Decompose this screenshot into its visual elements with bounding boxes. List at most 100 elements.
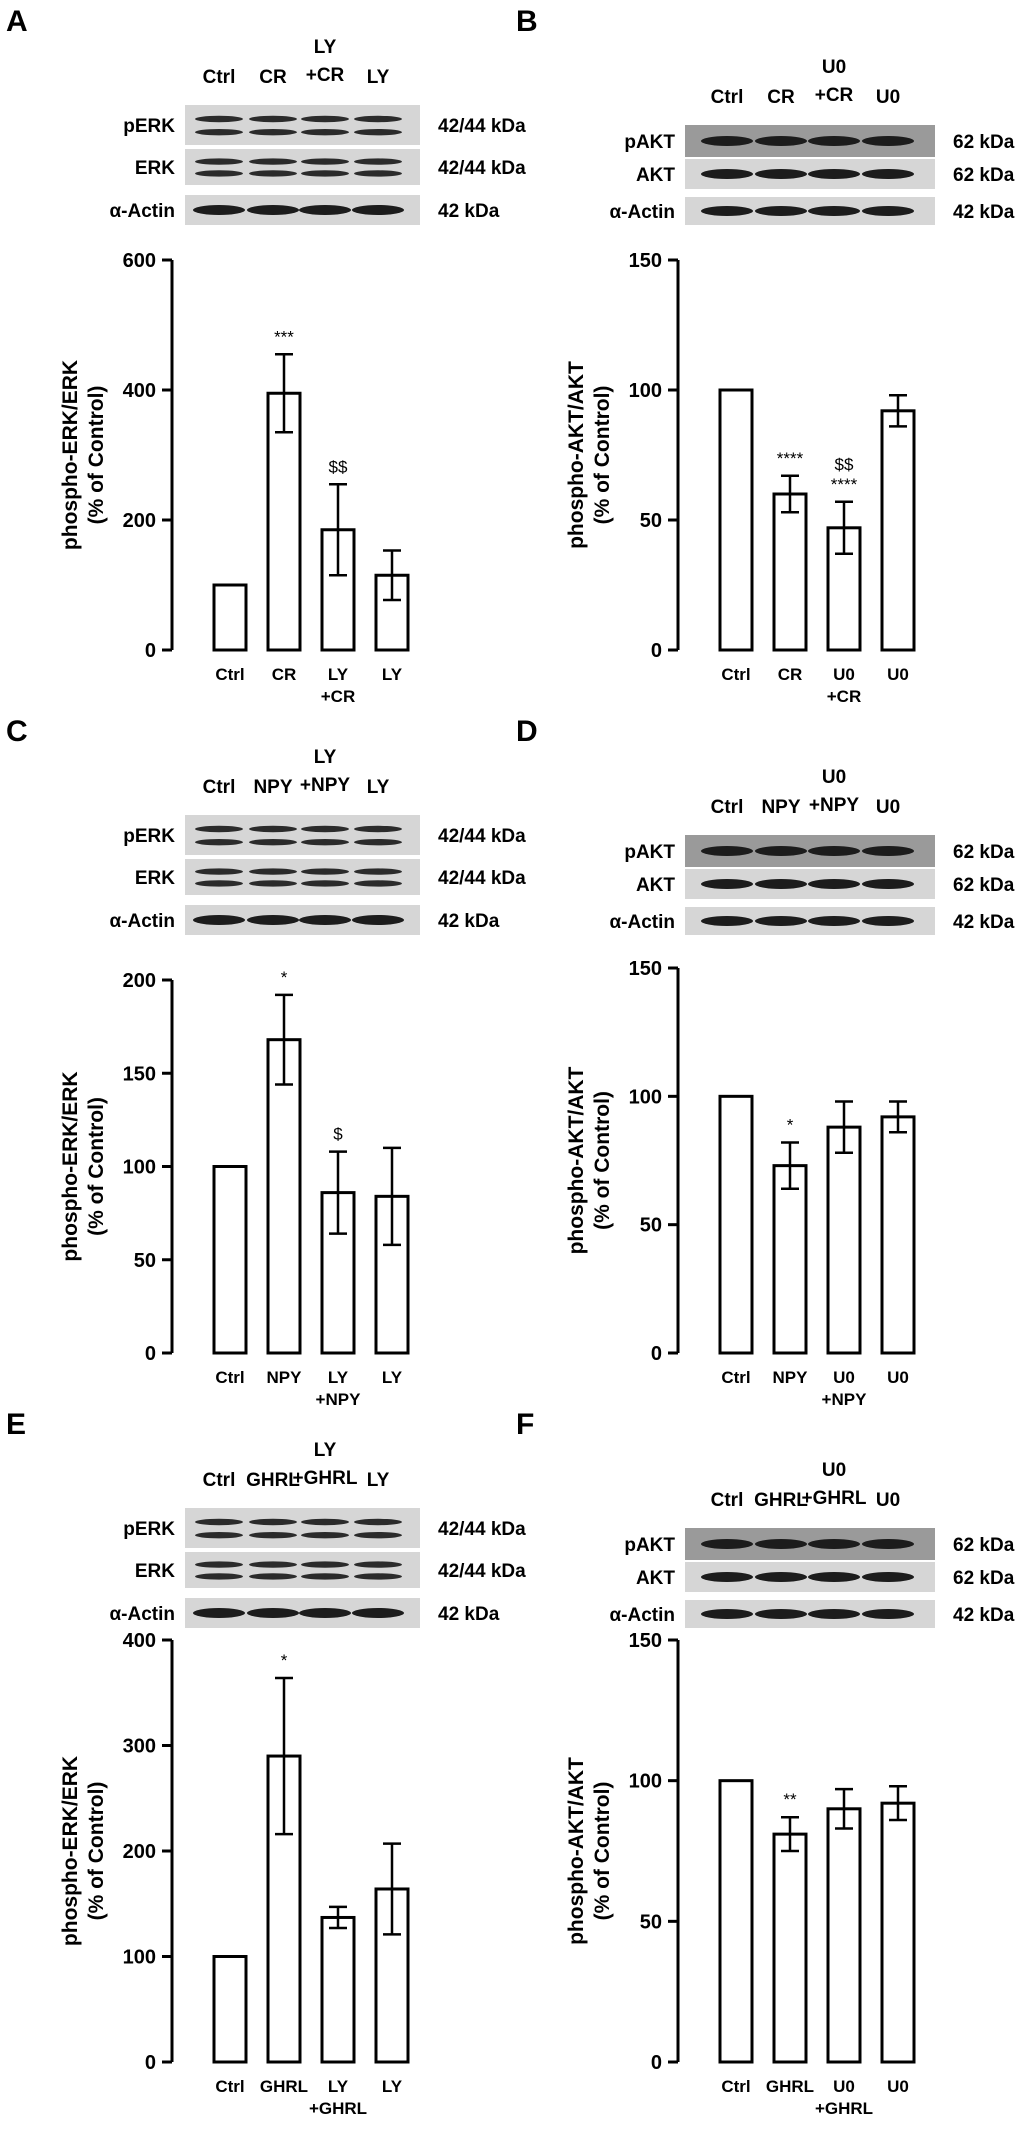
x-tick-label: LY	[328, 1368, 349, 1387]
y-tick-label: 100	[123, 1947, 156, 1969]
blot-strip	[185, 859, 420, 895]
panel-letter: C	[6, 715, 28, 748]
x-tick-label: +NPY	[822, 1390, 868, 1409]
blot-band	[862, 846, 914, 856]
blot-band	[755, 206, 807, 216]
panel-d: D Ctrl NPY U0 +NPY U0 pAKT 62 kDa AKT 62 kDa α-Act…	[516, 715, 1015, 935]
blot-band	[249, 880, 297, 887]
blot-band	[195, 129, 243, 136]
x-tick-label: U0	[887, 2077, 909, 2096]
blot-kda-label: 62 kDa	[953, 842, 1015, 863]
y-tick-label: 50	[640, 510, 662, 532]
blot-kda-label: 42/44 kDa	[438, 1519, 526, 1540]
blot-row-label: pERK	[123, 826, 175, 847]
blot-band	[301, 1518, 349, 1526]
x-tick-label: Ctrl	[721, 665, 750, 684]
y-axis-label: phospho-AKT/AKT	[565, 1066, 588, 1254]
x-tick-label: LY	[328, 2077, 349, 2096]
blot-band	[701, 136, 753, 146]
blot-band	[249, 825, 297, 833]
significance-label: $	[333, 1125, 343, 1144]
blot-band	[755, 1572, 807, 1582]
blot-band	[354, 825, 402, 833]
blot-kda-label: 42/44 kDa	[438, 158, 526, 179]
blot-kda-label: 42/44 kDa	[438, 116, 526, 137]
blot-band	[249, 115, 297, 123]
blot-band	[354, 880, 402, 887]
bar	[826, 1125, 862, 1355]
lane-label: +CR	[815, 85, 854, 106]
blot-band	[352, 915, 404, 925]
lane-label: Ctrl	[711, 797, 744, 818]
blot-row-label: AKT	[636, 1568, 675, 1589]
bar	[880, 409, 916, 652]
blot-band	[352, 205, 404, 215]
y-tick-label: 50	[640, 1215, 662, 1237]
y-tick-label: 0	[145, 2052, 156, 2074]
bar-chart-f: 0 50 100 150 phospho-AKT/AKT (% of Control) Ct…	[565, 1630, 916, 2118]
x-tick-label: U0	[887, 1368, 909, 1387]
x-tick-label: +GHRL	[309, 2099, 367, 2118]
blot-band	[301, 839, 349, 846]
blot-band	[862, 1609, 914, 1619]
panel-letter: A	[6, 5, 28, 38]
x-tick-label: U0	[833, 665, 855, 684]
blot-band	[755, 136, 807, 146]
blot-band	[862, 879, 914, 889]
blot-band	[354, 868, 402, 875]
blot-band	[701, 1539, 753, 1549]
blot-strip	[185, 105, 420, 145]
blot-row-label: α-Actin	[609, 202, 675, 223]
x-tick-label: LY	[328, 665, 349, 684]
blot-band	[193, 1608, 245, 1618]
lane-label: Ctrl	[711, 1490, 744, 1511]
blot-kda-label: 42 kDa	[953, 202, 1015, 223]
blot-band	[195, 1561, 243, 1568]
bar	[266, 391, 302, 652]
y-tick-label: 200	[123, 510, 156, 532]
y-tick-label: 600	[123, 250, 156, 272]
y-tick-label: 150	[629, 1630, 662, 1652]
y-tick-label: 50	[640, 1911, 662, 1933]
blot-band	[352, 1608, 404, 1618]
blot-band	[249, 170, 297, 177]
lane-label: LY	[367, 1470, 390, 1491]
lane-label: LY	[314, 747, 337, 768]
lane-label: U0	[822, 57, 846, 78]
blot-kda-label: 42/44 kDa	[438, 1561, 526, 1582]
blot-band	[701, 1572, 753, 1582]
blot-band	[862, 169, 914, 179]
y-axis-label: (% of Control)	[591, 386, 614, 525]
x-tick-label: LY	[382, 2077, 403, 2096]
blot-row-label: α-Actin	[609, 1605, 675, 1626]
y-axis-label: phospho-ERK/ERK	[59, 360, 82, 550]
lane-label: LY	[314, 1440, 337, 1461]
lane-label: Ctrl	[203, 1470, 236, 1491]
x-tick-label: +GHRL	[815, 2099, 873, 2118]
blot-row-label: pAKT	[624, 1535, 675, 1556]
blot-band	[354, 115, 402, 123]
blot-kda-label: 42/44 kDa	[438, 868, 526, 889]
blot-band	[301, 880, 349, 887]
lane-label: U0	[876, 1490, 900, 1511]
blot-band	[301, 1573, 349, 1580]
blot-band	[301, 868, 349, 875]
y-axis-label: (% of Control)	[591, 1782, 614, 1921]
blot-band	[354, 158, 402, 165]
y-tick-label: 100	[629, 1771, 662, 1793]
x-tick-label: +CR	[321, 687, 355, 706]
x-tick-label: U0	[833, 2077, 855, 2096]
blot-band	[354, 170, 402, 177]
blot-kda-label: 42/44 kDa	[438, 826, 526, 847]
blot-band	[249, 1561, 297, 1568]
blot-band	[247, 915, 299, 925]
blot-band	[755, 846, 807, 856]
y-tick-label: 400	[123, 1630, 156, 1652]
blot-row-label: pERK	[123, 116, 175, 137]
blot-kda-label: 62 kDa	[953, 1535, 1015, 1556]
y-tick-label: 150	[629, 958, 662, 980]
bar	[718, 1779, 754, 2064]
bar-chart-d: 0 50 100 150 phospho-AKT/AKT (% of Control) Ct…	[565, 958, 916, 1409]
blot-band	[249, 1532, 297, 1539]
blot-band	[701, 879, 753, 889]
